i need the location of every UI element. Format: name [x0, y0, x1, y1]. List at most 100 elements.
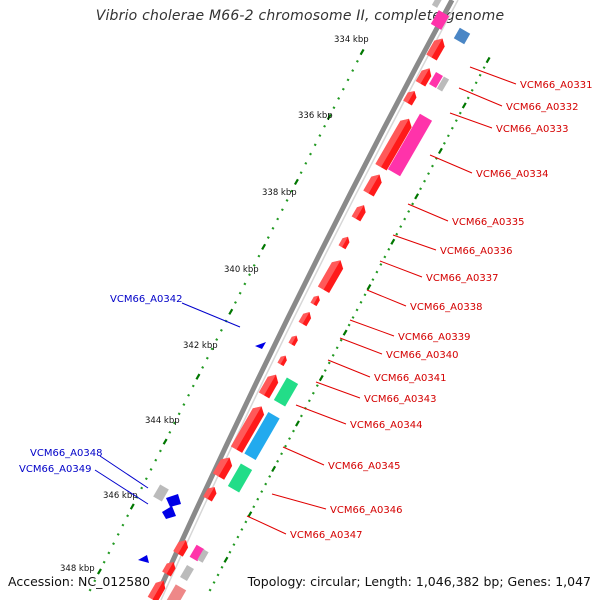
- gc-track-tick: [431, 164, 434, 168]
- gene-block: [363, 174, 382, 197]
- gene-arrow-highlight: [212, 457, 230, 477]
- scale-tick-minor: [318, 134, 322, 137]
- scale-tick-minor: [257, 254, 261, 258]
- gene-label-forward: VCM66_A0343: [364, 394, 436, 405]
- gene-block: [277, 355, 287, 367]
- feature-block: [453, 27, 471, 45]
- gc-track-tick: [351, 316, 355, 319]
- gene-arrow-highlight: [288, 335, 297, 345]
- scale-tick-minor: [332, 106, 336, 110]
- gc-track-tick: [271, 465, 277, 473]
- gene-arrow: [403, 90, 417, 106]
- map-title: Vibrio cholerae M66-2 chromosome II, com…: [95, 8, 505, 24]
- gc-track-tick: [339, 338, 343, 342]
- scale-tick-minor: [271, 226, 275, 230]
- gene-arrow: [288, 335, 298, 347]
- gene-block: [310, 295, 320, 307]
- gc-track-tick: [228, 550, 232, 554]
- feature-block: [244, 411, 280, 461]
- gc-track-tick: [295, 420, 300, 427]
- scale-label: 334 kbp: [334, 35, 369, 45]
- gene-arrow: [415, 68, 432, 87]
- gene-arrow-highlight: [351, 205, 364, 219]
- gene-arrow-highlight: [298, 311, 310, 325]
- gc-track-tick: [419, 187, 423, 191]
- gene-arrow-highlight: [162, 561, 174, 575]
- gc-track-tick: [399, 225, 403, 229]
- feature-block: [153, 484, 169, 502]
- scale-tick-minor: [88, 588, 92, 592]
- backbone-ring: [152, 0, 455, 600]
- scale-tick-minor: [144, 477, 148, 481]
- gene-label-leader: [94, 469, 149, 505]
- gene-block: [317, 260, 344, 293]
- scale-tick-minor: [116, 532, 120, 536]
- gene-label-leader: [282, 446, 325, 466]
- scale-tick-minor: [158, 449, 162, 453]
- gene-label-forward: VCM66_A0340: [386, 350, 458, 361]
- feature-block: [273, 377, 299, 407]
- gc-track-tick: [276, 459, 280, 463]
- gene-arrow-highlight: [363, 174, 380, 194]
- gc-track-tick: [485, 56, 491, 64]
- gc-track-tick: [264, 482, 268, 486]
- scale-tick-minor: [182, 403, 186, 406]
- scale-tick-minor: [313, 143, 317, 147]
- scale-tick-minor: [112, 542, 115, 546]
- gc-track-tick: [223, 556, 229, 563]
- gc-track-tick: [442, 141, 446, 145]
- scale-tick-minor: [102, 560, 106, 564]
- gene-block: [338, 236, 350, 250]
- gene-arrow: [351, 205, 366, 222]
- scale-tick-major: [228, 308, 234, 315]
- gene-arrow: [147, 580, 166, 600]
- gc-track-tick: [450, 126, 454, 130]
- gene-label-forward: VCM66_A0332: [506, 102, 578, 113]
- gc-track-tick: [208, 588, 212, 592]
- gene-label-leader: [181, 302, 241, 328]
- gene-block: [162, 561, 176, 577]
- scale-tick-minor: [266, 236, 270, 239]
- gc-track-tick: [407, 210, 411, 213]
- scale-tick-minor: [177, 412, 181, 416]
- gene-label-forward: VCM66_A0345: [328, 461, 400, 472]
- scale-tick-minor: [341, 87, 345, 91]
- scale-label: 340 kbp: [224, 265, 259, 275]
- backbone-ring-shadow: [160, 0, 459, 600]
- scale-tick-minor: [140, 486, 144, 490]
- gene-arrow: [317, 260, 344, 293]
- gene-label-leader: [469, 66, 517, 85]
- gc-track-tick: [323, 369, 327, 372]
- gene-label-forward: VCM66_A0339: [398, 332, 470, 343]
- scale-tick-major: [195, 373, 201, 380]
- gene-arrow-highlight: [403, 90, 415, 104]
- gene-arrow-highlight: [415, 68, 430, 84]
- gene-arrow: [363, 174, 382, 197]
- scale-tick-minor: [276, 217, 280, 221]
- scale-label: 346 kbp: [103, 491, 138, 501]
- scale-tick-minor: [285, 199, 289, 202]
- gene-label-reverse: VCM66_A0348: [30, 448, 102, 459]
- gene-arrow-highlight: [338, 236, 348, 248]
- gc-track-tick: [315, 384, 319, 388]
- scale-tick-minor: [121, 523, 125, 527]
- gene-block: [212, 457, 233, 480]
- gene-label-forward: VCM66_A0347: [290, 530, 362, 541]
- scale-tick-minor: [173, 421, 176, 425]
- accession-text: Accession: NC_012580: [8, 574, 151, 589]
- scale-label: 338 kbp: [262, 188, 297, 198]
- reverse-gene-arrow: [166, 494, 181, 507]
- scale-label: 348 kbp: [60, 564, 95, 574]
- gc-track-tick: [458, 111, 462, 115]
- gene-block: [147, 580, 166, 600]
- scale-tick-minor: [149, 468, 153, 471]
- gene-arrow-highlight: [426, 38, 443, 58]
- gc-track-tick: [331, 353, 335, 357]
- gene-label-leader: [295, 404, 347, 425]
- scale-tick-minor: [205, 356, 209, 360]
- gene-block: [288, 335, 298, 347]
- gc-track-tick: [387, 247, 391, 251]
- scale-tick-minor: [248, 273, 251, 277]
- gene-label-leader: [99, 455, 149, 489]
- gc-track-tick: [284, 444, 287, 448]
